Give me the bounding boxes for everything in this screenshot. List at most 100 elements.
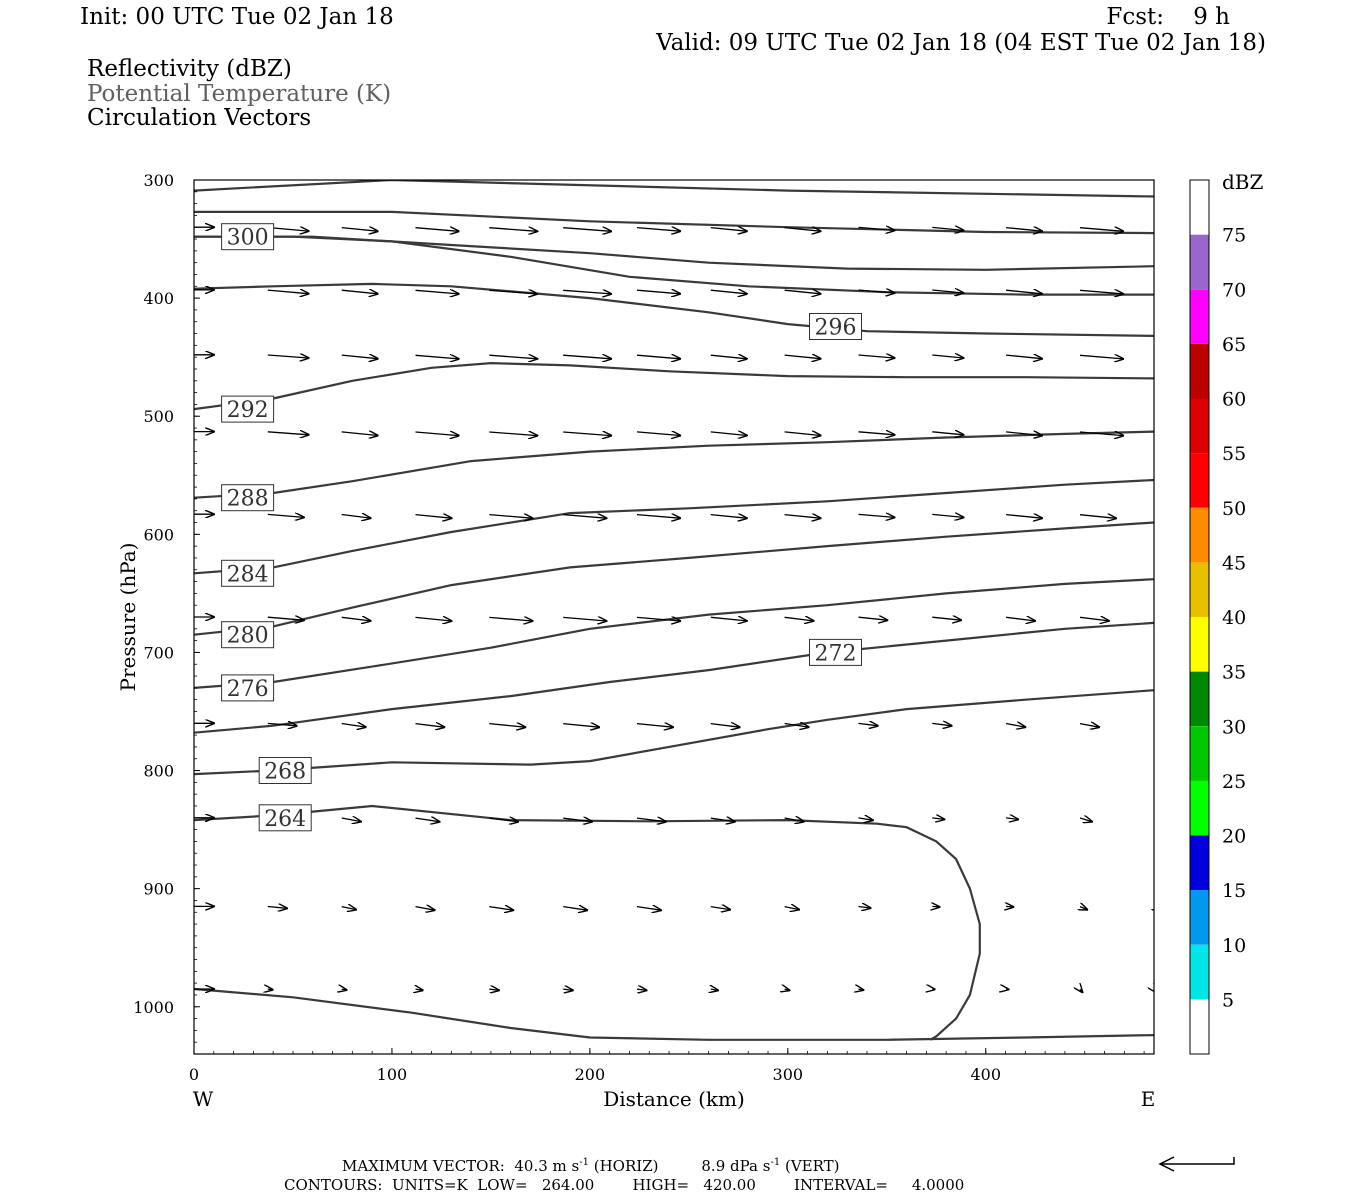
legend-potential-temperature: Potential Temperature (K) [87, 81, 392, 107]
theta-contour-line [194, 180, 1154, 198]
contour-label-box [221, 674, 275, 702]
contour-label: 288 [227, 487, 269, 512]
circulation-vector [636, 724, 673, 728]
circulation-vector [1079, 515, 1116, 519]
contour-label-box [258, 757, 312, 784]
circulation-vector [858, 818, 873, 820]
circulation-vector [1153, 722, 1154, 725]
circulation-vector [489, 907, 513, 911]
circulation-vector [267, 907, 287, 909]
maximum-vector-note: MAXIMUM VECTOR: 40.3 m s-1 (HORIZ) 8.9 d… [342, 1157, 840, 1175]
circulation-vector [267, 290, 309, 294]
circulation-vector [1079, 617, 1109, 621]
colorbar-label: 50 [1222, 498, 1246, 520]
theta-contour-line [194, 987, 1154, 1041]
theta-contour-line [194, 578, 1154, 689]
circulation-vector [563, 617, 606, 621]
colorbar-label: 5 [1222, 989, 1234, 1011]
valid-time: Valid: 09 UTC Tue 02 Jan 18 (04 EST Tue … [656, 30, 1266, 56]
circulation-vector [415, 432, 459, 436]
circulation-vector [711, 989, 718, 990]
theta-contour-line [194, 621, 1154, 734]
y-tick-label: 300 [143, 171, 174, 190]
circulation-vector [489, 617, 532, 621]
circulation-vector [1079, 355, 1123, 359]
contour-label: 264 [264, 807, 306, 832]
y-tick-label: 500 [143, 407, 174, 426]
theta-contour-line [194, 282, 1154, 337]
colorbar-segment [1190, 726, 1209, 781]
circulation-vector [415, 724, 445, 728]
plot-frame [193, 179, 1155, 1055]
circulation-vector [710, 515, 747, 519]
circulation-vector [636, 989, 647, 990]
contour-labels: 300 296 292 288 284 280 276 272 268 264 [221, 223, 862, 832]
colorbar-segment [1190, 617, 1209, 672]
contour-label: 272 [815, 641, 857, 666]
circulation-vector [1154, 907, 1161, 910]
circulation-vector [1006, 818, 1018, 820]
circulation-vector [784, 907, 799, 910]
west-label: W [193, 1087, 214, 1111]
circulation-vector [1006, 290, 1042, 294]
colorbar-segment [1190, 234, 1209, 290]
colorbar-segment [1190, 835, 1209, 891]
colorbar-label: 60 [1222, 389, 1246, 411]
circulation-vector [489, 818, 518, 822]
contour-label-box [221, 223, 275, 251]
theta-contour-line [194, 430, 1154, 499]
circulation-vector [636, 228, 680, 232]
circulation-vector [489, 724, 525, 728]
contour-label: 300 [227, 226, 269, 251]
circulation-vector [563, 355, 611, 359]
y-tick-label: 400 [143, 289, 174, 308]
contours-note: CONTOURS: UNITS=K LOW= 264.00 HIGH= 420.… [284, 1176, 965, 1194]
contour-label: 268 [264, 760, 306, 785]
x-tick-label: 300 [773, 1065, 804, 1084]
circulation-vector [563, 818, 592, 822]
circulation-vector [784, 617, 814, 621]
contour-label-box [809, 313, 862, 340]
circulation-vector [858, 617, 888, 620]
contour-label: 276 [227, 677, 269, 702]
circulation-vector [636, 355, 680, 359]
circulation-vector [415, 290, 459, 294]
circulation-vector [1006, 228, 1042, 232]
colorbar-label: 70 [1222, 279, 1246, 301]
colorbar-segment [1190, 780, 1209, 836]
x-axis-title: Distance (km) [603, 1087, 745, 1111]
circulation-vector [415, 355, 459, 359]
east-label: E [1141, 1087, 1156, 1111]
contour-label-box [221, 559, 275, 587]
colorbar-label: 15 [1222, 880, 1246, 902]
dbz-colorbar: 5 10 15 20 25 30 35 40 45 50 55 60 65 70 75 dBZ [1189, 170, 1264, 1055]
circulation-vector [784, 290, 821, 294]
theta-contour-line [194, 235, 1154, 296]
circulation-vector [1006, 515, 1042, 519]
colorbar-label: 40 [1222, 607, 1246, 629]
circulation-vector [636, 290, 680, 294]
circulation-vector [710, 228, 747, 232]
circulation-vector [415, 515, 452, 519]
circulation-vector [784, 432, 821, 436]
circulation-vector [710, 432, 747, 436]
circulation-vector [1079, 724, 1099, 728]
colorbar-segment [1190, 343, 1209, 399]
circulation-vector [489, 515, 532, 519]
circulation-vector [1006, 617, 1035, 621]
circulation-vector [1006, 906, 1013, 907]
colorbar-segment [1190, 398, 1209, 454]
circulation-vector [268, 989, 273, 990]
contour-label: 280 [227, 624, 269, 649]
circulation-vector [636, 818, 666, 822]
circulation-vector [563, 228, 611, 232]
circulation-vector [858, 227, 895, 230]
circulation-vector [784, 228, 821, 232]
circulation-vector [415, 818, 440, 822]
circulation-vector [932, 432, 963, 435]
x-tick-label: 400 [970, 1065, 1001, 1084]
colorbar-segment [1190, 562, 1209, 617]
circulation-vector [415, 228, 459, 232]
reference-arrow-shaft [1162, 1157, 1235, 1165]
circulation-vector [784, 355, 821, 359]
